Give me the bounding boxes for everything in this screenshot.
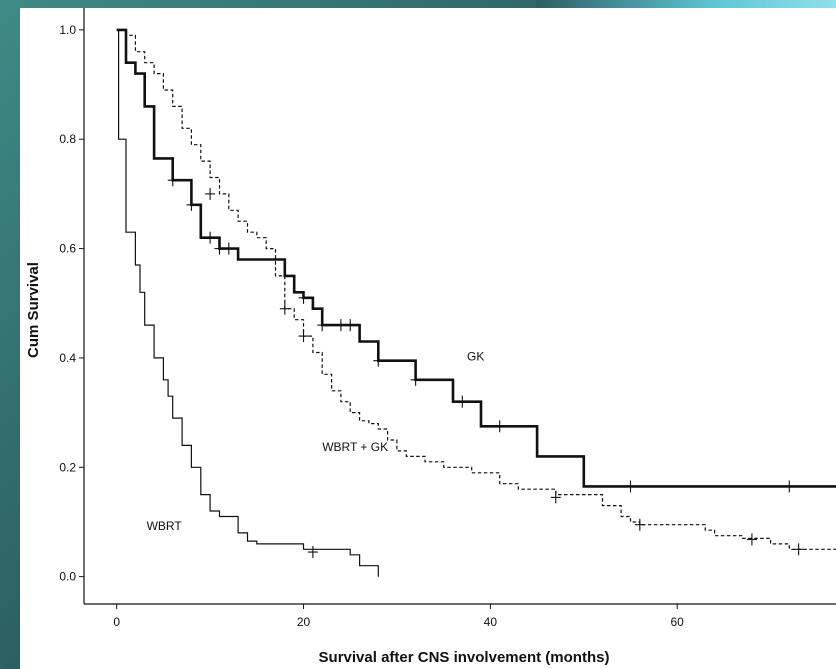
curve-annotations: GK WBRT + GK WBRT bbox=[147, 350, 485, 534]
y-tick-label: 0.2 bbox=[59, 460, 76, 474]
x-tick-label: 60 bbox=[671, 615, 685, 629]
y-tick-label: 0.0 bbox=[59, 570, 76, 584]
series-line bbox=[117, 30, 836, 487]
x-tick-label: 20 bbox=[297, 615, 311, 629]
series-line bbox=[117, 30, 836, 549]
curve-label: WBRT + GK bbox=[322, 440, 388, 454]
y-axis-title: Cum Survival bbox=[25, 262, 42, 358]
x-tick-label: 0 bbox=[113, 615, 120, 629]
survival-curves bbox=[117, 30, 836, 577]
y-tick-label: 1.0 bbox=[59, 23, 76, 37]
axes: 0.0 0.2 0.4 0.6 0.8 1.0 0 20 40 60 bbox=[59, 8, 836, 629]
curve-label: GK bbox=[467, 350, 484, 364]
series-line bbox=[117, 30, 379, 577]
y-tick-label: 0.4 bbox=[59, 351, 76, 365]
x-axis-title: Survival after CNS involvement (months) bbox=[319, 649, 610, 666]
curve-label: WBRT bbox=[147, 519, 183, 533]
y-tick-label: 0.6 bbox=[59, 242, 76, 256]
y-tick-label: 0.8 bbox=[59, 132, 76, 146]
x-tick-label: 40 bbox=[484, 615, 498, 629]
